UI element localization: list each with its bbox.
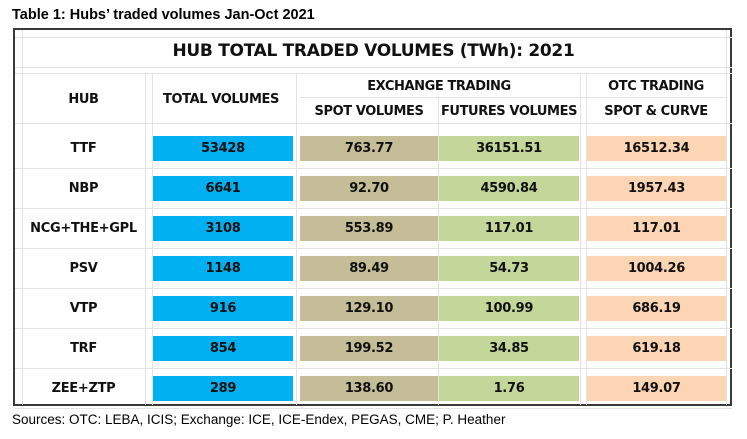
- otc-spot-curve-cell: 619.18: [587, 336, 726, 361]
- futures-volumes-cell: 4590.84: [439, 176, 579, 201]
- gridline-horizontal: [15, 168, 732, 169]
- futures-volumes-cell: 117.01: [439, 216, 579, 241]
- otc-spot-curve-cell: 149.07: [587, 376, 726, 401]
- otc-spot-curve-cell: 1957.43: [587, 176, 726, 201]
- spot-volumes-cell: 763.77: [300, 136, 438, 161]
- otc-spot-curve-cell: 686.19: [587, 296, 726, 321]
- hub-name-cell: ZEE+ZTP: [51, 381, 116, 396]
- total-volumes-cell: 289: [153, 376, 293, 401]
- total-volumes-cell: 1148: [153, 256, 293, 281]
- futures-volumes-cell: 34.85: [439, 336, 579, 361]
- gridline-horizontal: [15, 408, 732, 409]
- gridline-vertical: [296, 73, 297, 405]
- total-volumes-cell: 3108: [153, 216, 293, 241]
- hub-name-cell: VTP: [69, 301, 98, 316]
- header-exchange-trading: EXCHANGE TRADING: [367, 79, 511, 94]
- gridline-horizontal: [15, 208, 732, 209]
- otc-spot-curve-cell: 16512.34: [587, 136, 726, 161]
- header-spot-volumes: SPOT VOLUMES: [314, 104, 424, 119]
- header-otc-trading: OTC TRADING: [608, 79, 704, 94]
- hub-name-cell: TRF: [70, 341, 97, 356]
- spot-volumes-cell: 199.52: [300, 336, 438, 361]
- header-total-volumes: TOTAL VOLUMES: [163, 92, 279, 107]
- total-volumes-cell: 53428: [153, 136, 293, 161]
- gridline-horizontal: [15, 73, 732, 74]
- hub-name-cell: NBP: [68, 181, 99, 196]
- hub-name-cell: NCG+THE+GPL: [30, 221, 137, 236]
- gridline-vertical: [580, 73, 581, 405]
- otc-spot-curve-cell: 117.01: [587, 216, 726, 241]
- header-hub: HUB: [68, 92, 99, 107]
- gridline-vertical: [22, 30, 23, 405]
- spot-volumes-cell: 553.89: [300, 216, 438, 241]
- gridline-vertical: [726, 30, 727, 405]
- gridline-vertical: [152, 73, 153, 405]
- table-caption: Table 1: Hubs’ traded volumes Jan-Oct 20…: [12, 7, 315, 23]
- futures-volumes-cell: 36151.51: [439, 136, 579, 161]
- gridline-horizontal: [15, 328, 732, 329]
- gridline-horizontal: [15, 248, 732, 249]
- header-spot-and-curve: SPOT & CURVE: [604, 104, 708, 119]
- total-volumes-cell: 916: [153, 296, 293, 321]
- gridline-horizontal: [15, 67, 732, 68]
- futures-volumes-cell: 1.76: [439, 376, 579, 401]
- gridline-horizontal: [15, 123, 732, 124]
- total-volumes-cell: 854: [153, 336, 293, 361]
- otc-spot-curve-cell: 1004.26: [587, 256, 726, 281]
- total-volumes-cell: 6641: [153, 176, 293, 201]
- gridline-horizontal: [15, 37, 732, 38]
- futures-volumes-cell: 100.99: [439, 296, 579, 321]
- hub-name-cell: PSV: [69, 261, 98, 276]
- spot-volumes-cell: 129.10: [300, 296, 438, 321]
- futures-volumes-cell: 54.73: [439, 256, 579, 281]
- gridline-vertical: [438, 97, 439, 405]
- gridline-horizontal: [15, 368, 732, 369]
- gridline-vertical: [145, 73, 146, 405]
- table-title: HUB TOTAL TRADED VOLUMES (TWh): 2021: [172, 41, 575, 61]
- gridline-vertical: [586, 73, 587, 405]
- spot-volumes-cell: 138.60: [300, 376, 438, 401]
- header-futures-volumes: FUTURES VOLUMES: [440, 104, 578, 119]
- gridline-horizontal: [300, 97, 726, 98]
- spot-volumes-cell: 92.70: [300, 176, 438, 201]
- sources-note: Sources: OTC: LEBA, ICIS; Exchange: ICE,…: [12, 412, 506, 427]
- hub-name-cell: TTF: [70, 141, 97, 156]
- gridline-horizontal: [15, 288, 732, 289]
- spot-volumes-cell: 89.49: [300, 256, 438, 281]
